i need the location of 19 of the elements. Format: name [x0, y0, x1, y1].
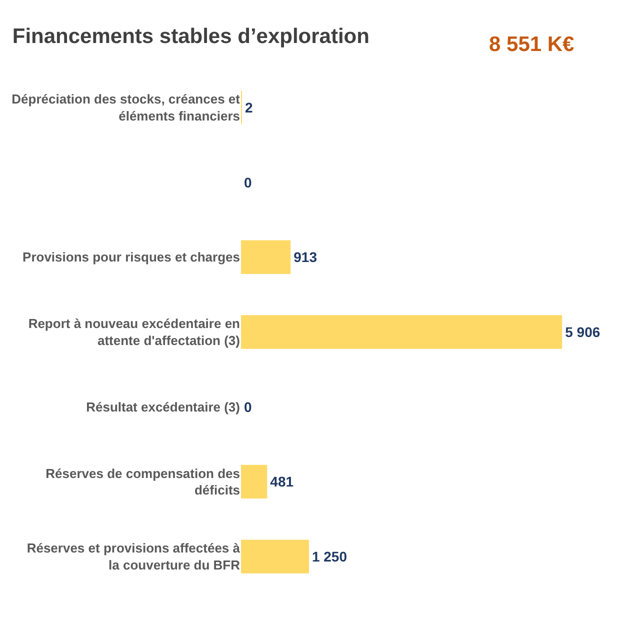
- text: 8 551 K€: [489, 33, 575, 56]
- bar: [241, 540, 309, 574]
- data-label: 913: [294, 249, 318, 266]
- bar: [241, 240, 291, 274]
- chart-title: Financements stables d’exploration: [12, 24, 370, 48]
- bar: [241, 464, 268, 499]
- data-label: 0: [244, 174, 252, 190]
- y-tick-label: Réserves et provisions affectées à la couverture du BFR: [26, 540, 241, 573]
- data-label: 0: [244, 398, 252, 415]
- y-tick-label: Dépréciation des stocks, créances et éléments financiers: [12, 92, 241, 124]
- data-label: 2: [245, 99, 253, 116]
- data-label: 481: [270, 474, 294, 490]
- data-label: 5 906: [565, 324, 600, 340]
- data-label: 1 250: [312, 548, 348, 565]
- bar: [241, 315, 562, 349]
- y-tick-label: Provisions pour risques et charges: [22, 250, 240, 265]
- y-tick-label: Réserves de compensation des déficits: [46, 466, 240, 498]
- y-tick-label: Résultat excédentaire (3): [86, 399, 240, 414]
- y-tick-label: Report à nouveau excédentaire en attente d'affectation (3): [28, 316, 240, 348]
